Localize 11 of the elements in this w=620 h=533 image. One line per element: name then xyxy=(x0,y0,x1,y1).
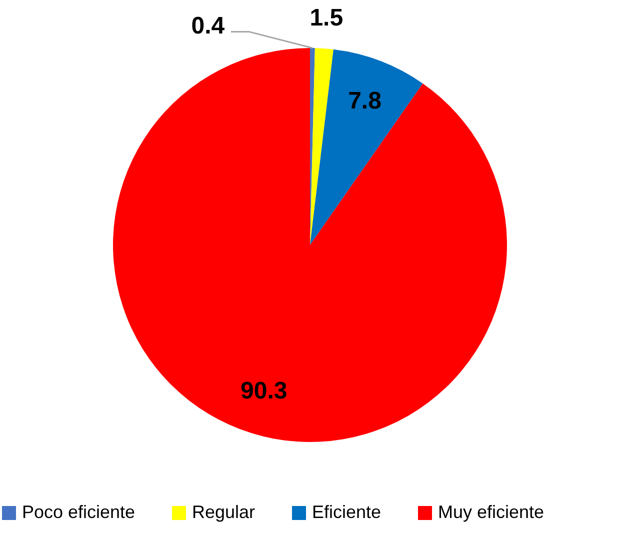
data-label: 7.8 xyxy=(348,87,382,114)
data-label: 1.5 xyxy=(310,4,344,32)
legend-label: Eficiente xyxy=(312,502,382,522)
data-label: 90.3 xyxy=(240,378,288,405)
legend-label: Poco eficiente xyxy=(22,502,136,522)
pie-slice xyxy=(310,49,423,245)
pie-slice xyxy=(310,48,334,245)
pie-slice xyxy=(113,48,507,442)
legend-label: Muy eficiente xyxy=(438,502,544,522)
data-label: 0.4 xyxy=(191,12,226,40)
legend-label: Regular xyxy=(192,502,256,522)
